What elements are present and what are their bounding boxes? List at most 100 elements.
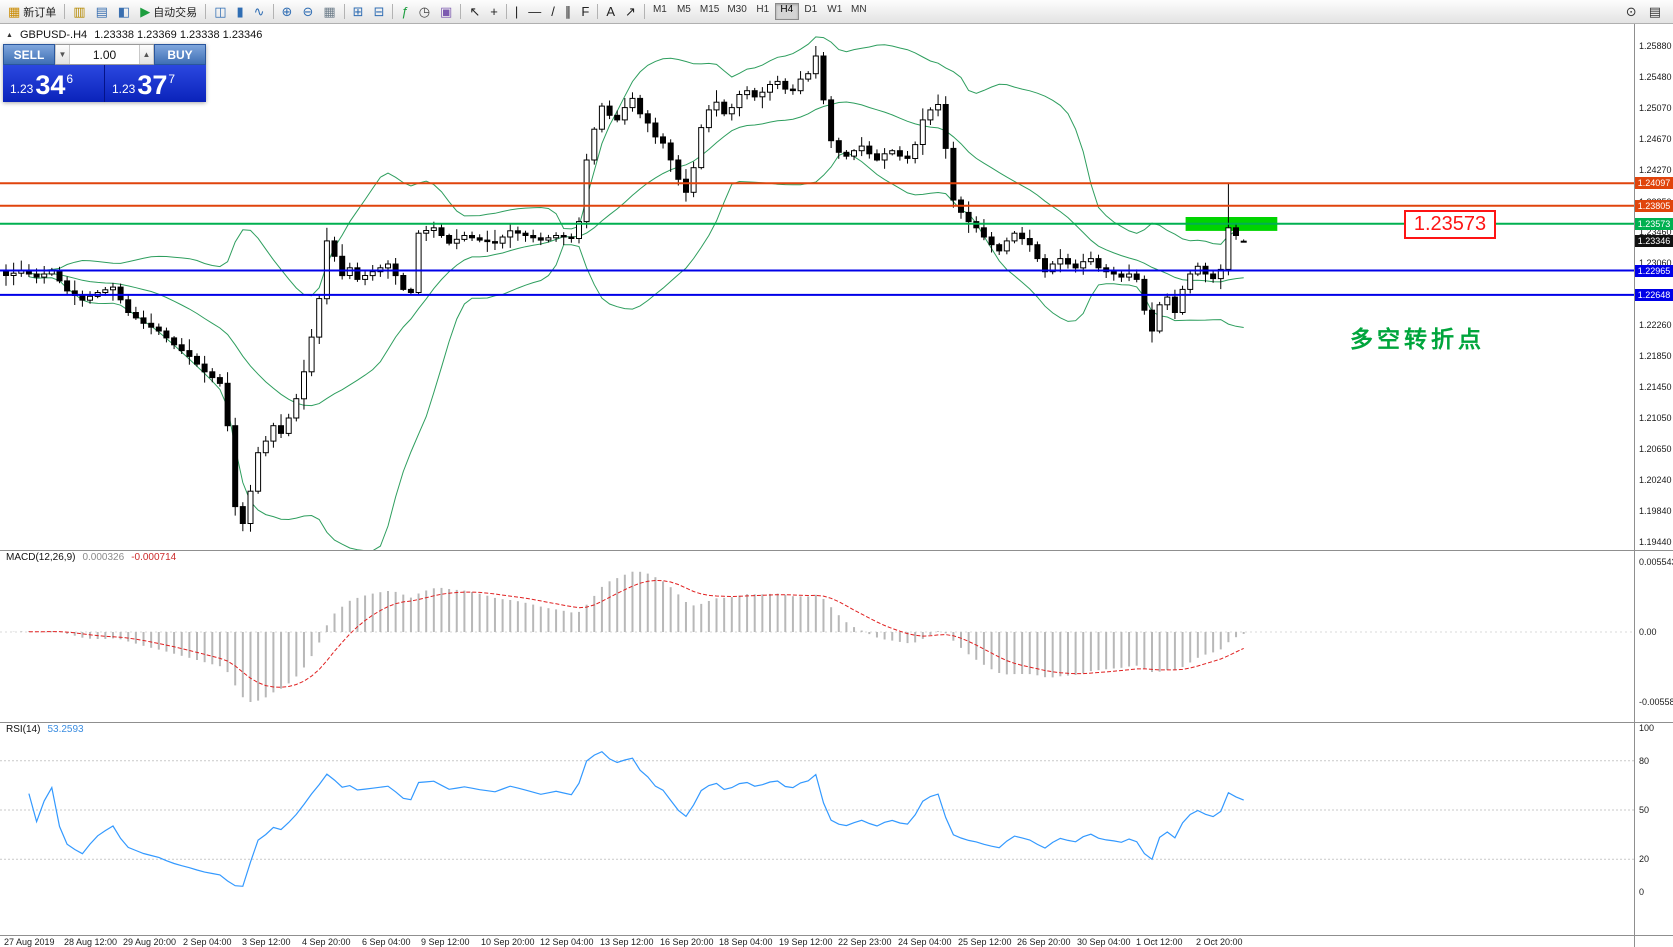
macd-name: MACD(12,26,9)	[6, 552, 76, 563]
bid-price-button[interactable]: 1.23 34 6	[3, 65, 105, 102]
indicators-button[interactable]: ƒ	[396, 2, 413, 22]
zoom-in-button[interactable]: ⊕	[277, 2, 298, 22]
date-label: 28 Aug 12:00	[64, 937, 118, 947]
date-label: 24 Sep 04:00	[898, 937, 952, 947]
timeframe-h4[interactable]: H4	[774, 3, 799, 20]
volume-decrease-button[interactable]: ▼	[55, 45, 70, 64]
templates-icon: ▣	[440, 4, 453, 19]
price-axis-label: 1.20650	[1639, 444, 1672, 454]
sell-button[interactable]: SELL	[3, 44, 55, 65]
timeframe-m15[interactable]: M15	[699, 4, 720, 15]
search-button[interactable]: ⊙	[1621, 2, 1642, 22]
zoom-out-button[interactable]: ⊖	[297, 2, 318, 22]
price-axis-label: 1.20240	[1639, 475, 1672, 485]
date-axis[interactable]: 27 Aug 2019 28 Aug 12:00 29 Aug 20:00 2 Sep…	[0, 935, 1673, 947]
pane-separator-rsi[interactable]	[0, 722, 1673, 723]
symbol-title: GBPUSD-.H4	[19, 29, 88, 41]
date-label: 18 Sep 04:00	[719, 937, 773, 947]
trendline-button[interactable]: /	[546, 2, 560, 22]
new-order-button[interactable]: ▦ 新订单	[3, 2, 61, 22]
volume-increase-button[interactable]: ▲	[139, 45, 154, 64]
templates-button[interactable]: ▣	[435, 2, 457, 22]
price-axis[interactable]: 1.25880 1.25480 1.25070 1.24670 1.24270 1.238…	[1634, 24, 1673, 947]
main-chart-pane[interactable]	[0, 24, 1634, 550]
periods-button[interactable]: ◷	[414, 2, 435, 22]
pane-separator-macd[interactable]	[0, 550, 1673, 551]
new-order-icon: ▦	[8, 4, 21, 19]
price-badge: 1.24097	[1635, 177, 1673, 189]
macd-indicator-label: MACD(12,26,9) 0.000326 -0.000714	[6, 552, 176, 563]
timeframe-d1[interactable]: D1	[804, 4, 818, 15]
candlestick-chart-button[interactable]: ▮	[231, 2, 248, 22]
fibonacci-button[interactable]: F	[576, 2, 594, 22]
cursor-button[interactable]: ↖	[464, 2, 485, 22]
rsi-line	[28, 750, 1244, 887]
cascade-windows-icon: ⊟	[373, 4, 385, 19]
date-label: 6 Sep 04:00	[362, 937, 411, 947]
new-order-label: 新订单	[23, 6, 57, 19]
channel-button[interactable]: ∥	[560, 2, 577, 22]
date-label: 25 Sep 12:00	[958, 937, 1012, 947]
market-watch-button[interactable]: ▤	[91, 2, 113, 22]
toolbar-separator	[460, 4, 462, 19]
macd-main-value: 0.000326	[82, 552, 125, 563]
indicators-icon: ƒ	[401, 4, 409, 19]
crosshair-button[interactable]: +	[485, 2, 503, 22]
bollinger-middle-band	[28, 101, 1244, 407]
grid-button[interactable]: ▦	[318, 2, 340, 22]
buy-button[interactable]: BUY	[154, 44, 206, 65]
ask-price-button[interactable]: 1.23 37 7	[105, 65, 206, 102]
arrow-tools-button[interactable]: ↗	[620, 2, 641, 22]
horizontal-line-icon: —	[528, 4, 542, 19]
data-window-button[interactable]: ◧	[113, 2, 135, 22]
timeframe-w1[interactable]: W1	[827, 4, 843, 15]
toolbar-separator	[343, 4, 345, 19]
price-badge: 1.22648	[1635, 289, 1673, 301]
chat-button[interactable]: ▤	[1644, 2, 1666, 22]
macd-axis-label: 0.00	[1639, 627, 1657, 637]
macd-pane[interactable]	[0, 550, 1634, 722]
ask-pips: 37	[137, 70, 168, 101]
timeframe-m1[interactable]: M1	[652, 4, 667, 15]
date-label: 30 Sep 04:00	[1077, 937, 1131, 947]
price-callout-label: 1.23573	[1404, 210, 1496, 239]
timeframe-h1[interactable]: H1	[756, 4, 770, 15]
rsi-value: 53.2593	[47, 724, 84, 735]
date-label: 2 Sep 04:00	[183, 937, 232, 947]
date-label: 26 Sep 20:00	[1017, 937, 1071, 947]
vertical-line-button[interactable]: |	[510, 2, 523, 22]
bid-pips: 34	[35, 70, 66, 101]
line-chart-button[interactable]: ∿	[249, 2, 270, 22]
tile-windows-button[interactable]: ⊞	[348, 2, 369, 22]
text-label-icon: A	[606, 4, 615, 19]
timeframe-m30[interactable]: M30	[727, 4, 747, 15]
bar-chart-button[interactable]: ◫	[209, 2, 231, 22]
market-watch-icon: ▤	[95, 4, 108, 19]
periods-icon: ◷	[418, 4, 431, 19]
cascade-windows-button[interactable]: ⊟	[369, 2, 390, 22]
macd-signal-line	[28, 579, 1244, 688]
timeframe-m5[interactable]: M5	[676, 4, 691, 15]
price-axis-label: 1.23460	[1639, 227, 1672, 237]
bollinger-upper-band	[28, 36, 1244, 297]
collapse-panel-icon[interactable]: ▲	[6, 31, 13, 39]
chart-annotation-text: 多空转折点	[1350, 326, 1485, 352]
price-axis-label: 1.24670	[1639, 134, 1672, 144]
autotrading-button[interactable]: ▶ 自动交易	[135, 2, 202, 22]
horizontal-line-button[interactable]: —	[523, 2, 546, 22]
price-axis-label: 1.23060	[1639, 258, 1672, 268]
text-label-button[interactable]: A	[601, 2, 620, 22]
date-label: 13 Sep 12:00	[600, 937, 654, 947]
date-label: 16 Sep 20:00	[660, 937, 714, 947]
vertical-line-icon: |	[514, 4, 519, 19]
rsi-pane[interactable]	[0, 722, 1634, 935]
toolbar-separator	[643, 4, 645, 19]
date-label: 3 Sep 12:00	[242, 937, 291, 947]
rsi-axis-label: 0	[1639, 887, 1645, 897]
macd-signal-value: -0.000714	[131, 552, 177, 563]
date-label: 2 Oct 20:00	[1196, 937, 1243, 947]
volume-input[interactable]: 1.00	[92, 47, 117, 62]
chart-profile-button[interactable]: ▥	[68, 2, 90, 22]
timeframe-mn[interactable]: MN	[851, 4, 867, 15]
toolbar-separator	[272, 4, 274, 19]
